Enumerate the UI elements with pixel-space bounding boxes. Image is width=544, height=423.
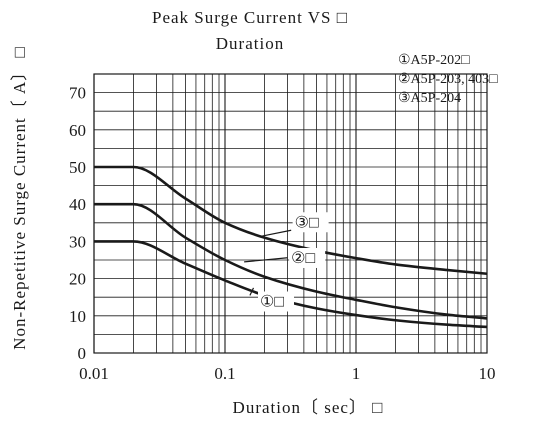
series-annotation-1: ①□ [260,294,284,311]
annotation-leader-1 [249,287,255,296]
chart-title-line-1: Peak Surge Current VS □ [152,8,348,27]
series-annotations: ①□ ②□ ③□ [244,212,329,312]
y-tick-label: 70 [69,84,86,103]
y-tick-label: 40 [69,195,86,214]
y-tick-label: 50 [69,158,86,177]
legend-entry-1: ①A5P-202□ [398,53,470,68]
x-tick-labels: 0.01 0.1 1 10 [79,364,495,383]
y-tick-label: 0 [78,344,87,363]
legend-entry-2: ②A5P-203, 403□ [398,72,498,87]
y-tick-labels: 0 10 20 30 40 50 60 70 [69,84,86,363]
series-annotation-2: ②□ [291,250,315,267]
x-axis-label: Duration〔 sec〕 □ [233,398,384,417]
annotation-background-3 [292,212,329,233]
grid [93,73,488,354]
annotation-leader-2 [244,257,288,263]
x-tick-label: 1 [352,364,361,383]
y-tick-label: 20 [69,270,86,289]
y-tick-label: 10 [69,307,86,326]
x-tick-label: 10 [479,364,496,383]
x-tick-label: 0.1 [214,364,235,383]
annotation-leader-3 [261,229,292,237]
legend: ①A5P-202□ ②A5P-203, 403□ ③A5P-204 [398,53,498,106]
x-tick-label: 0.01 [79,364,109,383]
series-annotation-3: ③□ [295,214,319,231]
series-line-3 [94,165,488,276]
annotation-background-2 [289,247,326,268]
y-tick-label: 30 [69,232,86,251]
plot-frame [93,73,488,354]
y-tick-label: 60 [69,121,86,140]
series-line-2 [94,202,488,320]
annotation-background-1 [257,291,294,312]
y-axis-label: Non-Repetitive Surge Current〔 A〕 □ [10,46,29,350]
chart-title-line-2: Duration [216,34,284,53]
legend-entry-3: ③A5P-204 [398,91,461,106]
